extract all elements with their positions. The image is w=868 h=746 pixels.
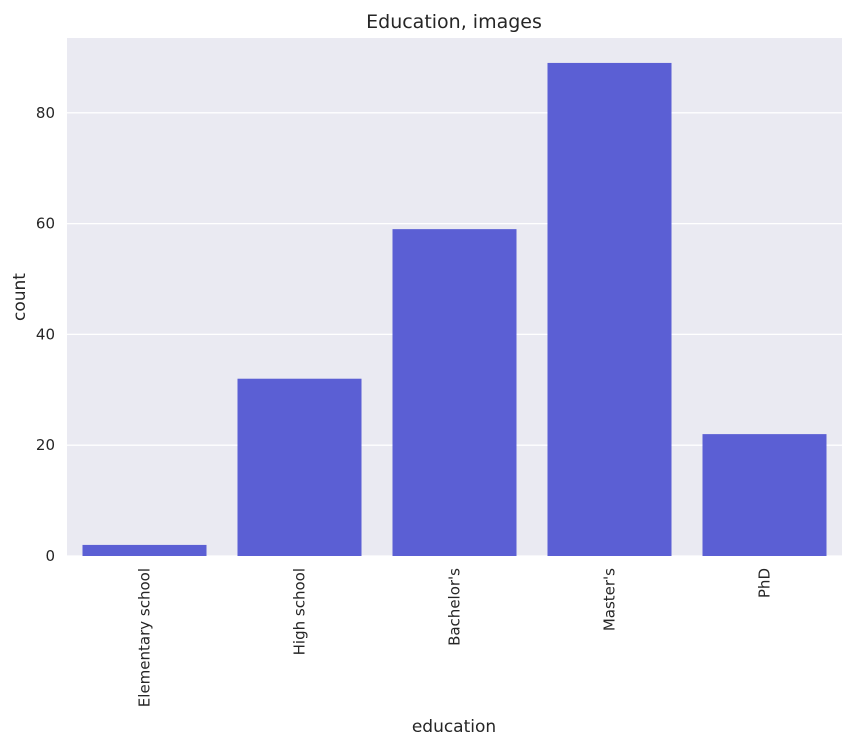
bars <box>82 62 827 557</box>
bar-3 <box>547 62 672 556</box>
y-tick-label-1: 20 <box>36 436 55 454</box>
x-tick-label-4: PhD <box>756 568 774 598</box>
x-tick-label-0: Elementary school <box>136 568 154 707</box>
chart-title: Education, images <box>366 11 542 33</box>
y-tick-label-4: 80 <box>36 104 55 122</box>
y-tick-label-2: 40 <box>36 325 55 343</box>
y-tick-labels: 0 20 40 60 80 <box>36 104 55 565</box>
x-tick-label-2: Bachelor's <box>446 568 464 646</box>
x-axis-label: education <box>412 717 496 737</box>
x-tick-labels: Elementary school High school Bachelor's Ma… <box>136 568 774 707</box>
y-tick-label-0: 0 <box>45 547 55 565</box>
bar-4 <box>702 434 827 556</box>
bar-2 <box>392 229 517 557</box>
x-tick-label-1: High school <box>291 568 309 655</box>
y-axis-label: count <box>10 273 30 321</box>
bar-1 <box>237 378 362 556</box>
y-tick-label-3: 60 <box>36 215 55 233</box>
x-tick-label-3: Master's <box>601 568 619 631</box>
bar-0 <box>82 544 207 556</box>
